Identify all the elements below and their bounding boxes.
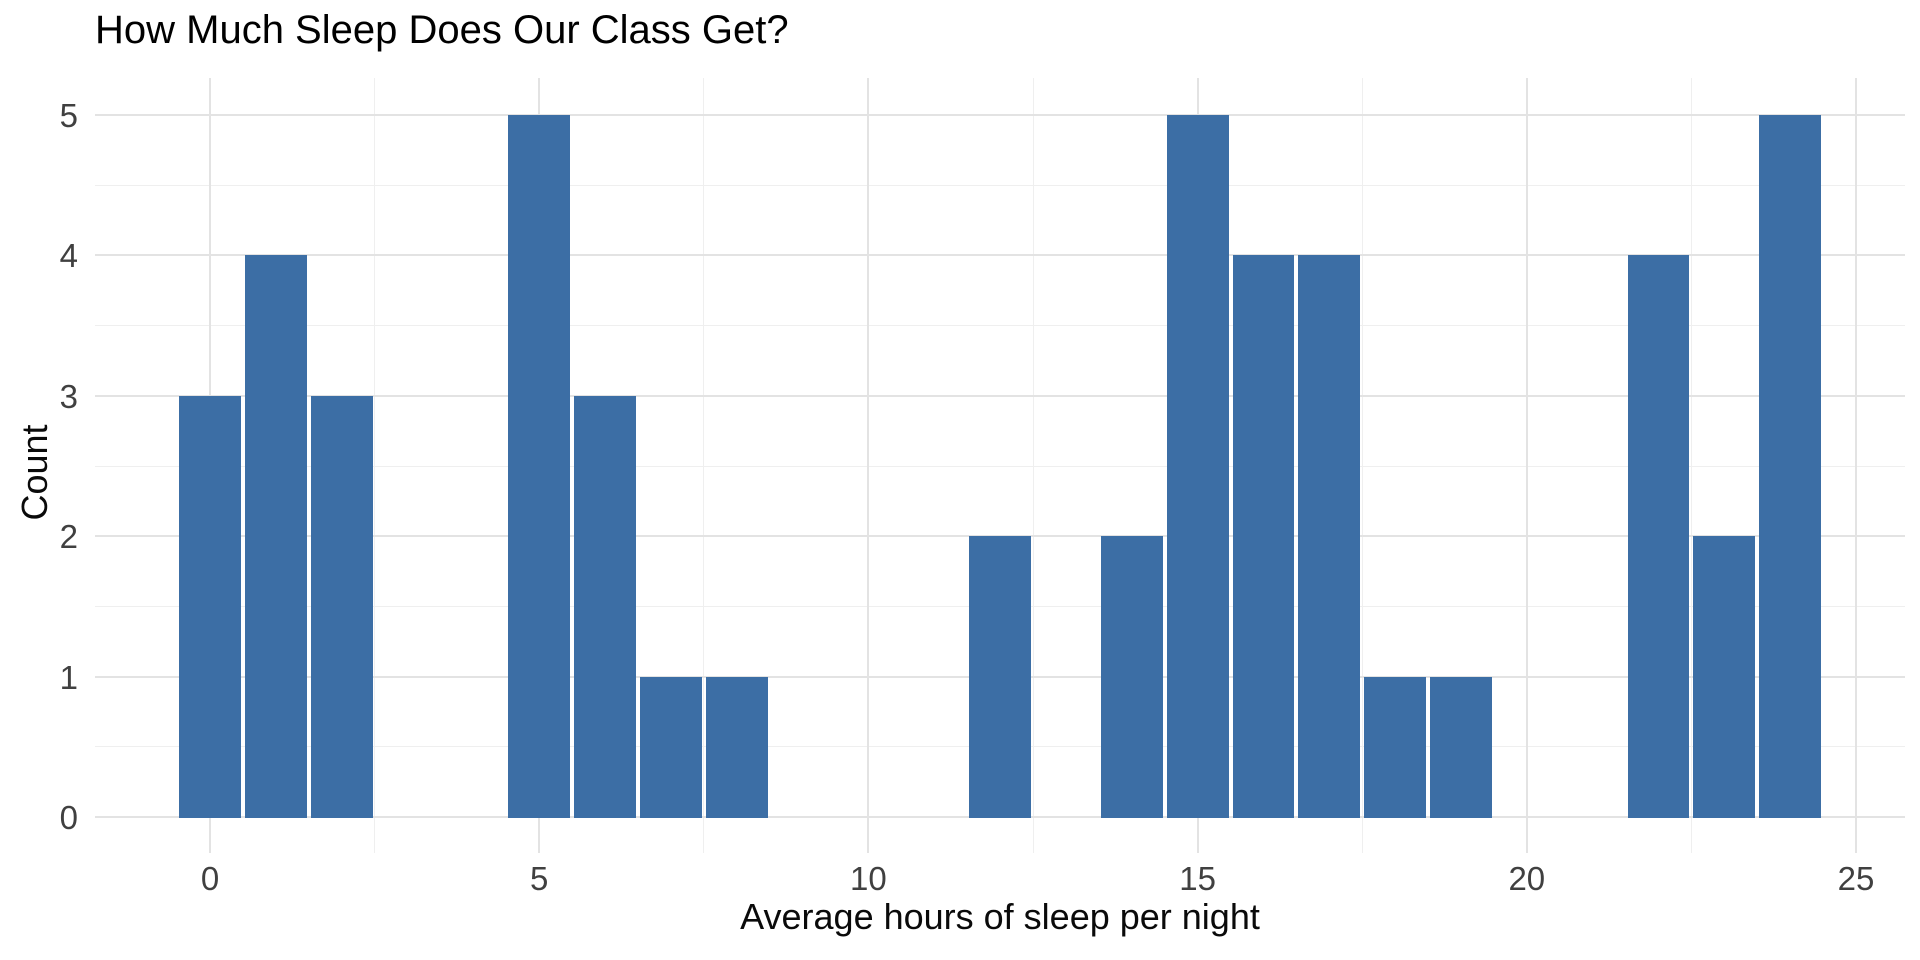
histogram-bar bbox=[1298, 255, 1361, 818]
minor-v-gridline bbox=[1361, 78, 1363, 853]
histogram-bar bbox=[969, 536, 1031, 818]
histogram-bar bbox=[574, 395, 636, 818]
histogram-bar bbox=[1364, 676, 1427, 818]
x-axis-title: Average hours of sleep per night bbox=[740, 896, 1260, 937]
chart-title: How Much Sleep Does Our Class Get? bbox=[95, 8, 789, 52]
x-tick-label: 25 bbox=[1837, 860, 1875, 897]
histogram-bar bbox=[1693, 536, 1756, 818]
major-h-gridline bbox=[95, 394, 1905, 397]
minor-h-gridline bbox=[95, 465, 1905, 467]
histogram-bar bbox=[1166, 115, 1229, 818]
histogram-bar bbox=[1627, 255, 1690, 818]
x-tick-label: 5 bbox=[530, 860, 549, 897]
plot-area bbox=[95, 78, 1905, 853]
x-tick-label: 15 bbox=[1179, 860, 1216, 897]
histogram-bar bbox=[310, 395, 373, 818]
histogram-bar bbox=[1430, 676, 1492, 818]
major-v-gridline bbox=[1855, 78, 1857, 853]
histogram-bar bbox=[179, 395, 241, 818]
minor-v-gridline bbox=[1690, 78, 1692, 853]
y-tick-label: 4 bbox=[59, 237, 78, 275]
minor-v-gridline bbox=[374, 78, 376, 853]
x-tick-label: 10 bbox=[850, 860, 887, 897]
minor-v-gridline bbox=[1032, 78, 1034, 853]
minor-v-gridline bbox=[703, 78, 705, 853]
histogram-bar bbox=[1100, 536, 1163, 818]
y-tick-label: 0 bbox=[59, 799, 78, 836]
major-h-gridline bbox=[95, 254, 1905, 257]
minor-h-gridline bbox=[95, 325, 1905, 327]
y-axis-title: Count bbox=[14, 424, 55, 521]
histogram-bar bbox=[705, 676, 768, 818]
histogram-bar bbox=[639, 676, 702, 818]
y-tick-label: 2 bbox=[59, 518, 78, 556]
histogram-bar bbox=[1232, 255, 1295, 818]
y-tick-label: 3 bbox=[59, 377, 78, 415]
y-tick-label: 1 bbox=[59, 658, 78, 696]
major-h-gridline bbox=[95, 114, 1905, 116]
major-v-gridline bbox=[867, 78, 870, 853]
histogram-bar bbox=[244, 255, 307, 818]
y-tick-label: 5 bbox=[59, 97, 78, 134]
x-tick-label: 20 bbox=[1508, 860, 1546, 897]
major-v-gridline bbox=[1525, 78, 1528, 853]
histogram-bar bbox=[508, 115, 571, 818]
x-tick-label: 0 bbox=[200, 860, 220, 897]
histogram-bar bbox=[1759, 115, 1822, 818]
minor-h-gridline bbox=[95, 184, 1905, 186]
